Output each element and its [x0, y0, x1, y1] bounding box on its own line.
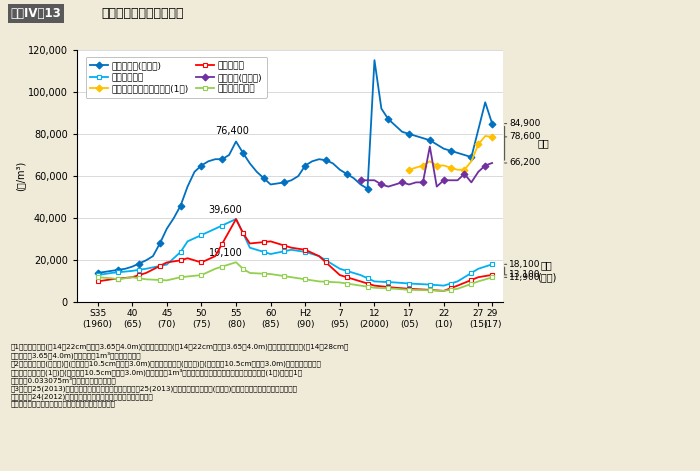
- スギ正角(乾燥材): [433, 184, 441, 189]
- カラマツ中丸太: [363, 284, 372, 290]
- ヒノキ正角(乾燥材): [433, 142, 441, 147]
- カラマツ中丸太: [474, 278, 482, 284]
- ヒノキ中丸太: [183, 238, 192, 244]
- スギ中丸太: [190, 258, 199, 263]
- Text: 製品: 製品: [537, 138, 549, 148]
- スギ正角(乾燥材): [447, 178, 455, 183]
- スギ正角(乾燥材): [384, 184, 393, 189]
- スギ中丸太: [440, 288, 448, 294]
- Line: ヒノキ正角(乾燥材): ヒノキ正角(乾燥材): [95, 58, 495, 276]
- Line: スギ中丸太: スギ中丸太: [95, 217, 495, 293]
- Text: 84,900: 84,900: [510, 119, 541, 128]
- ホワイトウッド集成管柱(1等): [454, 167, 462, 172]
- スギ正角(乾燥材): [412, 179, 420, 185]
- Text: 資料IV－13: 資料IV－13: [10, 7, 62, 20]
- ホワイトウッド集成管柱(1等): [405, 167, 413, 172]
- スギ中丸太: [183, 255, 192, 261]
- スギ中丸太: [433, 287, 441, 293]
- ホワイトウッド集成管柱(1等): [447, 165, 455, 171]
- スギ中丸太: [93, 278, 102, 284]
- Line: ヒノキ中丸太: ヒノキ中丸太: [95, 217, 495, 288]
- スギ中丸太: [474, 275, 482, 280]
- カラマツ中丸太: [391, 286, 400, 292]
- スギ正角(乾燥材): [488, 160, 496, 166]
- ヒノキ正角(乾燥材): [190, 169, 199, 175]
- Legend: ヒノキ正角(乾燥材), ヒノキ中丸太, ホワイトウッド集成管柱(1等), スギ中丸太, スギ正角(乾燥材), カラマツ中丸太: ヒノキ正角(乾燥材), ヒノキ中丸太, ホワイトウッド集成管柱(1等), スギ中…: [85, 57, 267, 98]
- Text: 76,400: 76,400: [216, 126, 249, 136]
- スギ正角(乾燥材): [370, 178, 379, 183]
- ヒノキ中丸太: [474, 266, 482, 272]
- スギ中丸太: [232, 216, 240, 222]
- スギ中丸太: [391, 285, 400, 291]
- Text: 66,200: 66,200: [510, 158, 541, 168]
- ヒノキ正角(乾燥材): [370, 57, 379, 63]
- スギ正角(乾燥材): [474, 169, 482, 175]
- Text: 13,100: 13,100: [510, 270, 541, 279]
- スギ正角(乾燥材): [440, 178, 448, 183]
- スギ正角(乾燥材): [481, 162, 489, 168]
- カラマツ中丸太: [232, 260, 240, 265]
- スギ正角(乾燥材): [467, 179, 475, 185]
- ヒノキ中丸太: [190, 236, 199, 241]
- ヒノキ正角(乾燥材): [356, 182, 365, 187]
- Text: 39,600: 39,600: [209, 205, 242, 215]
- ヒノキ中丸太: [391, 280, 400, 285]
- ヒノキ中丸太: [363, 276, 372, 281]
- カラマツ中丸太: [183, 274, 192, 279]
- スギ正角(乾燥材): [460, 171, 468, 177]
- ヒノキ中丸太: [93, 272, 102, 278]
- ヒノキ中丸太: [433, 282, 441, 288]
- Text: 19,100: 19,100: [209, 248, 242, 258]
- スギ正角(乾燥材): [419, 179, 427, 185]
- ヒノキ正角(乾燥材): [93, 270, 102, 276]
- ホワイトウッド集成管柱(1等): [412, 165, 420, 171]
- ヒノキ中丸太: [488, 261, 496, 267]
- スギ正角(乾燥材): [398, 179, 406, 185]
- Text: 注1：スギ中丸太(径14～22cm、長さ3.65～4.0m)、ヒノキ中丸太(径14～22cm、長さ3.65～4.0m)、カラマツ中丸太(径14～28cm、
　　: 注1：スギ中丸太(径14～22cm、長さ3.65～4.0m)、ヒノキ中丸太(径1…: [10, 344, 349, 407]
- ホワイトウッド集成管柱(1等): [488, 134, 496, 140]
- Line: スギ正角(乾燥材): スギ正角(乾燥材): [358, 144, 495, 189]
- ホワイトウッド集成管柱(1等): [467, 158, 475, 164]
- Text: 78,600: 78,600: [510, 132, 541, 141]
- ホワイトウッド集成管柱(1等): [419, 162, 427, 168]
- ヒノキ正角(乾燥材): [474, 127, 482, 132]
- Text: 18,100: 18,100: [510, 260, 541, 269]
- ヒノキ中丸太: [232, 216, 240, 222]
- カラマツ中丸太: [93, 275, 102, 280]
- スギ中丸太: [488, 272, 496, 278]
- Line: カラマツ中丸太: カラマツ中丸太: [95, 260, 495, 293]
- ホワイトウッド集成管柱(1等): [481, 133, 489, 139]
- スギ正角(乾燥材): [377, 182, 386, 187]
- カラマツ中丸太: [190, 273, 199, 279]
- Text: 我が国の木材価格の推移: 我が国の木材価格の推移: [102, 7, 184, 20]
- スギ正角(乾燥材): [391, 182, 400, 187]
- スギ中丸太: [363, 281, 372, 286]
- カラマツ中丸太: [440, 288, 448, 294]
- Text: 素材
(丸太): 素材 (丸太): [537, 260, 556, 282]
- Y-axis label: (円/m³): (円/m³): [15, 161, 25, 191]
- ホワイトウッド集成管柱(1等): [474, 142, 482, 147]
- ホワイトウッド集成管柱(1等): [433, 162, 441, 168]
- Text: 11,900: 11,900: [510, 273, 541, 282]
- ホワイトウッド集成管柱(1等): [426, 158, 434, 164]
- ヒノキ正角(乾燥材): [488, 121, 496, 126]
- スギ正角(乾燥材): [426, 144, 434, 149]
- ホワイトウッド集成管柱(1等): [440, 162, 448, 168]
- ヒノキ正角(乾燥材): [391, 122, 400, 128]
- Line: ホワイトウッド集成管柱(1等): ホワイトウッド集成管柱(1等): [407, 134, 495, 172]
- スギ正角(乾燥材): [356, 178, 365, 183]
- カラマツ中丸太: [433, 288, 441, 293]
- スギ正角(乾燥材): [363, 178, 372, 183]
- スギ正角(乾燥材): [405, 182, 413, 187]
- カラマツ中丸太: [488, 275, 496, 280]
- ホワイトウッド集成管柱(1等): [460, 167, 468, 172]
- スギ正角(乾燥材): [454, 178, 462, 183]
- ヒノキ正角(乾燥材): [183, 184, 192, 189]
- ヒノキ中丸太: [440, 283, 448, 288]
